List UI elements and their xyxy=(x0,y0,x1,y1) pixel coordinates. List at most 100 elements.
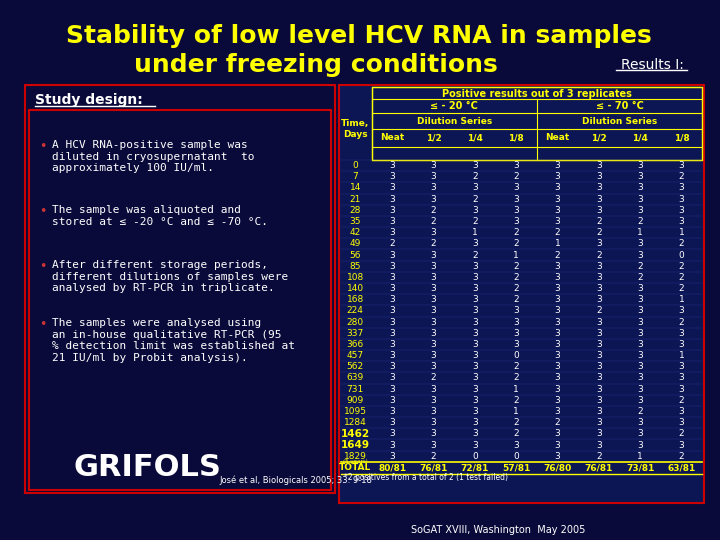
Text: 1649: 1649 xyxy=(341,440,370,450)
Text: 2: 2 xyxy=(596,452,602,461)
Text: 3: 3 xyxy=(431,318,436,327)
Text: 3: 3 xyxy=(596,161,602,170)
Text: 42: 42 xyxy=(350,228,361,237)
Text: 2: 2 xyxy=(513,228,519,237)
Text: 1/8: 1/8 xyxy=(674,133,690,143)
Text: 2: 2 xyxy=(513,418,519,427)
Text: 3: 3 xyxy=(596,206,602,215)
Text: 3: 3 xyxy=(637,418,643,427)
Text: 731: 731 xyxy=(346,384,364,394)
Text: 3: 3 xyxy=(472,351,478,360)
Text: Dilution Series: Dilution Series xyxy=(417,117,492,125)
Text: 3: 3 xyxy=(554,161,560,170)
Text: Study design:: Study design: xyxy=(35,93,143,107)
Text: 3: 3 xyxy=(431,284,436,293)
Text: 3: 3 xyxy=(554,194,560,204)
Text: SoGAT XVIII, Washington  May 2005: SoGAT XVIII, Washington May 2005 xyxy=(411,525,585,535)
Text: 3: 3 xyxy=(472,206,478,215)
Text: 3: 3 xyxy=(554,384,560,394)
Text: 3: 3 xyxy=(390,407,395,416)
Text: 3: 3 xyxy=(390,251,395,260)
Text: 2: 2 xyxy=(679,396,685,405)
Text: 3: 3 xyxy=(390,184,395,192)
Text: 2: 2 xyxy=(637,217,643,226)
Text: 3: 3 xyxy=(637,429,643,438)
Text: 3: 3 xyxy=(472,262,478,271)
Text: 3: 3 xyxy=(472,239,478,248)
Text: 3: 3 xyxy=(637,306,643,315)
Text: 0: 0 xyxy=(513,452,519,461)
Text: 3: 3 xyxy=(431,351,436,360)
Text: Stability of low level HCV RNA in samples: Stability of low level HCV RNA in sample… xyxy=(66,24,652,48)
Text: 3: 3 xyxy=(390,217,395,226)
Text: 3: 3 xyxy=(637,251,643,260)
Text: 2: 2 xyxy=(513,284,519,293)
Text: GRIFOLS: GRIFOLS xyxy=(73,454,221,483)
Text: 3: 3 xyxy=(390,172,395,181)
Text: 76/81: 76/81 xyxy=(419,463,448,472)
Text: 3: 3 xyxy=(472,295,478,304)
Text: 1: 1 xyxy=(637,228,643,237)
Text: 3: 3 xyxy=(554,262,560,271)
Text: 3: 3 xyxy=(596,273,602,282)
Text: 3: 3 xyxy=(390,295,395,304)
Text: 3: 3 xyxy=(679,384,685,394)
Text: •: • xyxy=(39,205,46,218)
Text: Time,
Days: Time, Days xyxy=(341,119,369,139)
Text: 3: 3 xyxy=(596,262,602,271)
Text: 3: 3 xyxy=(679,206,685,215)
Text: 3: 3 xyxy=(596,374,602,382)
Text: 3: 3 xyxy=(554,441,560,450)
Text: 76/80: 76/80 xyxy=(544,463,572,472)
Text: 3: 3 xyxy=(513,318,519,327)
Text: 3: 3 xyxy=(679,217,685,226)
Text: 3: 3 xyxy=(554,217,560,226)
Text: 168: 168 xyxy=(346,295,364,304)
Text: 3: 3 xyxy=(637,374,643,382)
Text: 2: 2 xyxy=(431,206,436,215)
FancyBboxPatch shape xyxy=(372,87,702,160)
Text: 3: 3 xyxy=(554,374,560,382)
Text: 3: 3 xyxy=(554,184,560,192)
Text: 3: 3 xyxy=(679,340,685,349)
FancyBboxPatch shape xyxy=(30,110,331,490)
Text: 3: 3 xyxy=(390,418,395,427)
Text: 3: 3 xyxy=(679,441,685,450)
Text: 1829: 1829 xyxy=(343,452,366,461)
Text: 2: 2 xyxy=(679,239,685,248)
FancyBboxPatch shape xyxy=(339,85,704,503)
Text: 2: 2 xyxy=(679,262,685,271)
Text: 3: 3 xyxy=(431,362,436,372)
Text: 2: 2 xyxy=(431,217,436,226)
Text: 72/81: 72/81 xyxy=(461,463,489,472)
Text: 3: 3 xyxy=(596,396,602,405)
FancyBboxPatch shape xyxy=(25,85,335,493)
Text: 3: 3 xyxy=(554,284,560,293)
Text: •: • xyxy=(39,318,46,331)
Text: 140: 140 xyxy=(346,284,364,293)
Text: 3: 3 xyxy=(472,340,478,349)
Text: 2: 2 xyxy=(679,172,685,181)
Text: 3: 3 xyxy=(390,340,395,349)
Text: 3: 3 xyxy=(390,206,395,215)
Text: 3: 3 xyxy=(472,161,478,170)
Text: José et al, Biologicals 2005; 33: 9-18: José et al, Biologicals 2005; 33: 9-18 xyxy=(220,475,372,485)
Text: 3: 3 xyxy=(554,340,560,349)
Text: 3: 3 xyxy=(596,329,602,338)
Text: 2: 2 xyxy=(472,217,478,226)
Text: 3: 3 xyxy=(472,318,478,327)
Text: 1/2: 1/2 xyxy=(426,133,441,143)
Text: 2: 2 xyxy=(513,374,519,382)
Text: Dilution Series: Dilution Series xyxy=(582,117,657,125)
Text: 3: 3 xyxy=(431,295,436,304)
Text: 2: 2 xyxy=(596,251,602,260)
Text: 3: 3 xyxy=(431,273,436,282)
Text: 1/4: 1/4 xyxy=(632,133,648,143)
Text: 3: 3 xyxy=(637,384,643,394)
Text: 2: 2 xyxy=(472,172,478,181)
Text: ≤ - 70 °C: ≤ - 70 °C xyxy=(595,101,644,111)
Text: 909: 909 xyxy=(346,396,364,405)
Text: 3: 3 xyxy=(554,407,560,416)
Text: 3: 3 xyxy=(431,407,436,416)
Text: 3: 3 xyxy=(596,318,602,327)
